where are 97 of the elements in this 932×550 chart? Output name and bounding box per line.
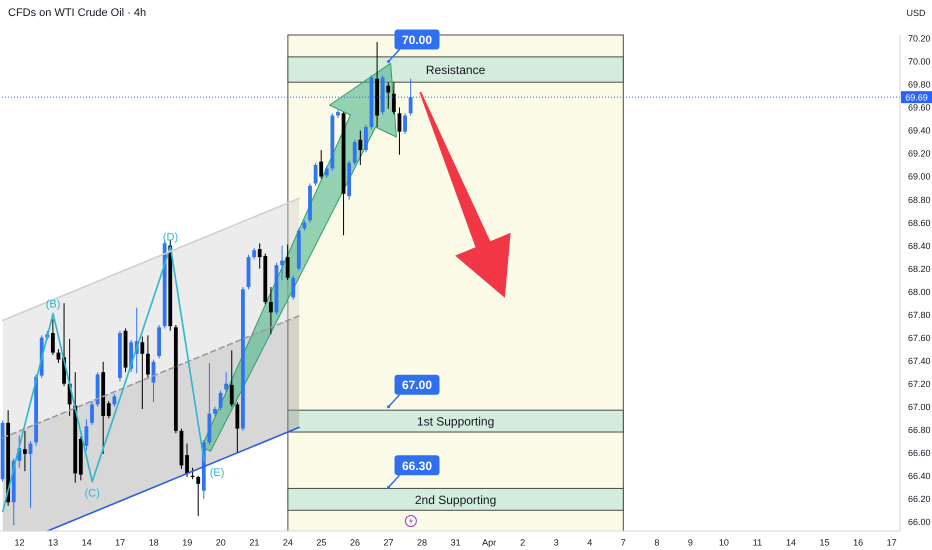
candlestick <box>258 242 262 270</box>
chart-title: CFDs on WTI Crude Oil · 4h <box>8 7 146 19</box>
candlestick <box>291 275 296 300</box>
candlestick <box>280 245 284 281</box>
candlestick <box>314 162 318 186</box>
y-tick-label: 68.80 <box>908 194 931 205</box>
candlestick <box>218 390 222 411</box>
x-tick-label: 17 <box>886 537 897 548</box>
candlestick <box>386 82 390 110</box>
x-tick-label: 3 <box>554 537 559 548</box>
y-tick-label: 68.20 <box>908 264 931 274</box>
candlestick <box>28 440 32 508</box>
band-label: Resistance <box>426 63 486 78</box>
ref-line-label: 69.69 <box>905 92 928 102</box>
x-tick-label: 14 <box>786 537 796 548</box>
y-tick-label: 66.40 <box>908 470 931 481</box>
y-tick-label: 66.00 <box>908 516 931 527</box>
x-tick-label: 4 <box>587 537 592 548</box>
x-tick-label: 9 <box>688 537 693 548</box>
annotation: (B) <box>46 298 60 310</box>
y-tick-label: 69.80 <box>908 80 931 90</box>
y-tick-label: 70.20 <box>908 34 931 44</box>
candlestick <box>196 475 200 517</box>
y-tick-label: 66.80 <box>908 424 931 435</box>
x-tick-label: 13 <box>48 537 58 548</box>
x-tick-label: Apr <box>482 537 496 548</box>
x-tick-label: 16 <box>853 537 864 548</box>
y-tick-label: 68.00 <box>908 286 931 297</box>
y-tick-label: 67.40 <box>908 356 931 366</box>
candlestick <box>286 244 290 281</box>
x-tick-label: 2 <box>520 537 526 548</box>
candlestick <box>112 394 116 408</box>
x-tick-label: 8 <box>654 537 660 548</box>
x-tick-label: 12 <box>14 537 25 548</box>
annotation: (E) <box>210 466 224 479</box>
candlestick <box>408 78 413 116</box>
x-tick-label: 19 <box>182 537 192 548</box>
candlestick <box>364 124 368 153</box>
x-tick-label: 27 <box>384 537 394 548</box>
x-tick-label: 15 <box>820 537 830 548</box>
x-tick-label: 14 <box>82 537 92 548</box>
candlestick <box>190 467 195 480</box>
y-tick-label: 69.20 <box>908 148 931 159</box>
band-label: 1st Supporting <box>416 414 494 429</box>
candlestick <box>152 359 156 403</box>
y-tick-label: 69.60 <box>908 102 931 113</box>
candlestick <box>252 247 256 260</box>
y-tick-label: 67.80 <box>908 310 931 320</box>
y-tick-label: 68.40 <box>908 240 931 251</box>
y-tick-label: 66.60 <box>908 448 931 458</box>
candlestick <box>358 130 362 166</box>
candlestick <box>230 350 234 408</box>
y-tick-label: 69.40 <box>908 126 931 136</box>
candlestick <box>302 220 306 232</box>
annotation: (C) <box>84 488 100 500</box>
y-axis-title: USD <box>906 8 926 18</box>
x-tick-label: 18 <box>148 537 159 548</box>
candlestick <box>23 430 27 472</box>
candlestick <box>392 82 396 115</box>
x-tick-label: 10 <box>718 537 729 548</box>
y-tick-label: 66.20 <box>908 494 931 504</box>
line-series <box>2 246 205 512</box>
band-label: 2nd Supporting <box>414 492 496 507</box>
candlestick <box>140 336 144 410</box>
candlestick <box>84 418 88 451</box>
candlestick <box>106 400 111 419</box>
x-tick-label: 17 <box>115 537 126 548</box>
candlestick <box>319 150 324 180</box>
x-tick-label: 11 <box>752 537 762 548</box>
annotation: 70.00 <box>402 32 432 47</box>
y-tick-label: 68.60 <box>908 218 931 228</box>
candlestick <box>50 318 55 356</box>
y-tick-label: 67.60 <box>908 332 931 343</box>
candlestick <box>403 112 407 134</box>
candlestick <box>224 372 228 392</box>
x-tick-label: 28 <box>417 537 428 548</box>
y-tick-label: 69.00 <box>908 172 931 182</box>
x-tick-label: 7 <box>620 537 626 548</box>
annotation: 66.30 <box>402 458 432 473</box>
annotation: 67.00 <box>402 378 432 392</box>
x-tick-label: 21 <box>249 537 260 548</box>
candlestick <box>146 334 150 378</box>
y-tick-label: 67.00 <box>908 402 931 412</box>
x-tick-label: 25 <box>316 537 326 548</box>
candlestick <box>398 107 402 156</box>
x-tick-label: 31 <box>450 537 461 548</box>
candlestick <box>324 166 329 178</box>
x-tick-label: 20 <box>216 537 226 548</box>
candlestick <box>352 139 357 166</box>
candlestick <box>90 400 94 426</box>
candlestick <box>268 286 273 335</box>
x-tick-label: 24 <box>282 537 293 548</box>
x-tick-label: 26 <box>350 537 360 548</box>
y-tick-label: 67.20 <box>908 378 931 389</box>
annotation: (D) <box>162 232 178 244</box>
candlestick <box>213 406 217 416</box>
y-tick-label: 70.00 <box>908 56 931 67</box>
